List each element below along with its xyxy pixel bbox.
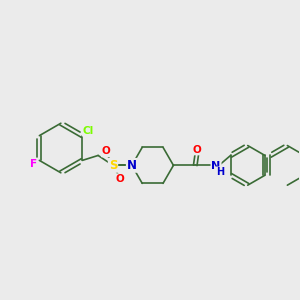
Text: S: S [109, 159, 117, 172]
Text: N: N [212, 161, 221, 171]
Text: H: H [216, 167, 224, 177]
Text: O: O [193, 145, 202, 154]
Text: N: N [127, 159, 137, 172]
Text: Cl: Cl [82, 126, 94, 136]
Text: O: O [116, 174, 124, 184]
Text: F: F [30, 159, 37, 170]
Text: O: O [102, 146, 110, 157]
